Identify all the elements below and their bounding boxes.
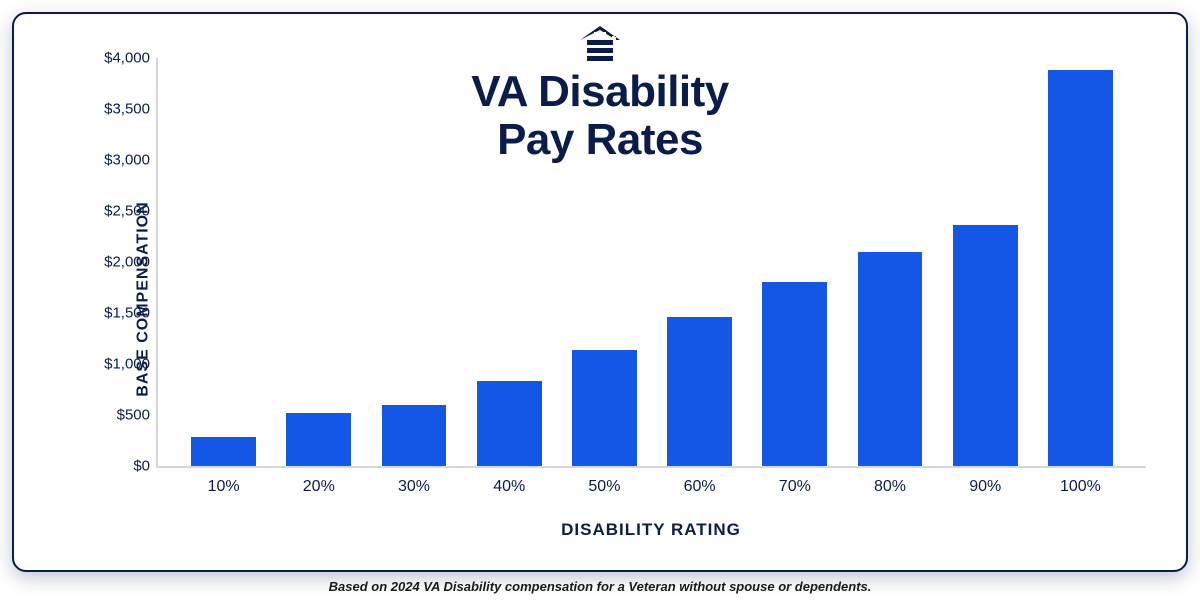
bar-column: 70% [747,58,842,466]
y-tick-label: $2,500 [88,203,150,220]
x-tick-label: 50% [557,478,652,496]
y-tick-label: $1,000 [88,356,150,373]
bar [572,350,637,466]
bar [762,282,827,466]
bar-column: 100% [1033,58,1128,466]
bar-column: 90% [938,58,1033,466]
bar-column: 40% [462,58,557,466]
x-tick-label: 100% [1033,478,1128,496]
bar-column: 60% [652,58,747,466]
y-tick-label: $500 [88,407,150,424]
bar [858,252,923,466]
x-axis-label: DISABILITY RATING [156,520,1146,540]
y-tick-label: $2,000 [88,254,150,271]
bar-column: 20% [271,58,366,466]
y-tick-label: $3,500 [88,101,150,118]
y-tick-label: $0 [88,458,150,475]
bar-column: 30% [366,58,461,466]
x-tick-label: 10% [176,478,271,496]
y-tick-label: $4,000 [88,50,150,67]
bar-column: 50% [557,58,652,466]
bar [1048,70,1113,466]
chart-footnote: Based on 2024 VA Disability compensation… [0,579,1200,594]
bar [477,381,542,466]
y-tick-label: $3,000 [88,152,150,169]
plot-area: $0$500$1,000$1,500$2,000$2,500$3,000$3,5… [156,58,1146,468]
bars-container: 10%20%30%40%50%60%70%80%90%100% [158,58,1146,466]
chart-card: VA Disability Pay Rates BASE COMPENSATIO… [12,12,1188,572]
x-tick-label: 90% [938,478,1033,496]
y-tick-label: $1,500 [88,305,150,322]
bar [953,225,1018,466]
x-tick-label: 30% [366,478,461,496]
bar [382,405,447,466]
bar [667,317,732,466]
bar-column: 10% [176,58,271,466]
x-tick-label: 70% [747,478,842,496]
bar-column: 80% [842,58,937,466]
x-tick-label: 40% [462,478,557,496]
x-tick-label: 20% [271,478,366,496]
bar [191,437,256,466]
x-tick-label: 80% [842,478,937,496]
chart-area: BASE COMPENSATION $0$500$1,000$1,500$2,0… [74,58,1146,540]
bar [286,413,351,466]
x-tick-label: 60% [652,478,747,496]
